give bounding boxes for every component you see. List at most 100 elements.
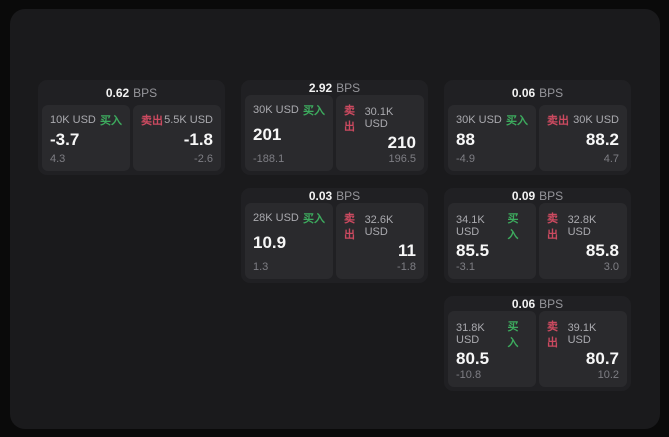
sell-tile[interactable]: 卖出 30K USD 88.2 4.7 [539, 105, 627, 171]
bps-value: 0.09 [511, 188, 536, 203]
buy-side-label: 买入 [303, 105, 325, 118]
buy-side-label: 买入 [507, 213, 519, 242]
sell-delta: -1.8 [397, 261, 416, 273]
card-body: 30K USD 买入 88 -4.9 卖出 30K USD 88.2 4.7 [444, 105, 631, 175]
buy-side-label: 买入 [507, 321, 519, 350]
sell-delta: -2.6 [194, 153, 213, 165]
bps-value: 0.06 [511, 85, 536, 100]
buy-tile[interactable]: 10K USD 买入 -3.7 4.3 [42, 105, 130, 171]
sell-delta: 196.5 [388, 153, 416, 165]
buy-price: -3.7 [50, 130, 80, 150]
card-body: 34.1K USD 买入 85.5 -3.1 卖出 32.8K USD 85.8… [444, 203, 631, 283]
buy-price: 201 [253, 125, 282, 145]
buy-delta: -4.9 [456, 153, 475, 165]
bps-value: 0.06 [511, 296, 536, 311]
buy-price: 88 [456, 130, 475, 150]
buy-tile-top: 34.1K USD 买入 [456, 210, 528, 242]
buy-amount: 31.8K USD [456, 322, 485, 347]
buy-amount: 10K USD [50, 114, 96, 126]
buy-delta: -10.8 [456, 369, 482, 381]
buy-delta: 4.3 [50, 153, 66, 165]
card-body: 31.8K USD 买入 80.5 -10.8 卖出 39.1K USD 80.… [444, 311, 631, 391]
bps-value: 0.03 [308, 188, 333, 203]
sell-tile-top: 卖出 32.8K USD [547, 210, 619, 242]
card-body: 28K USD 买入 10.9 1.3 卖出 32.6K USD 11 -1.8 [241, 203, 428, 283]
card-body: 30K USD 买入 201 -188.1 卖出 30.1K USD 210 1… [241, 95, 428, 175]
sell-delta: 3.0 [603, 261, 619, 273]
sell-side-label: 卖出 [141, 115, 163, 127]
buy-side-label: 买入 [100, 115, 122, 127]
sell-tile-top: 卖出 39.1K USD [547, 318, 619, 350]
sell-tile[interactable]: 卖出 30.1K USD 210 196.5 [336, 95, 424, 171]
sell-tile-top: 卖出 30.1K USD [344, 102, 416, 134]
sell-amount: 32.6K USD [364, 214, 394, 239]
buy-tile-top: 10K USD 买入 [50, 112, 122, 128]
buy-tile-top: 28K USD 买入 [253, 210, 325, 226]
sell-amount: 32.8K USD [567, 214, 597, 239]
bps-unit-label: BPS [539, 85, 564, 100]
bps-value: 0.62 [105, 85, 130, 100]
sell-side-label: 卖出 [344, 213, 355, 242]
buy-tile[interactable]: 30K USD 买入 88 -4.9 [448, 105, 536, 171]
card-header: 0.06 BPS [444, 80, 631, 105]
buy-tile[interactable]: 30K USD 买入 201 -188.1 [245, 95, 333, 171]
buy-side-label: 买入 [303, 213, 325, 226]
buy-side-label: 买入 [506, 115, 528, 127]
sell-tile[interactable]: 卖出 39.1K USD 80.7 10.2 [539, 311, 627, 387]
sell-tile[interactable]: 卖出 5.5K USD -1.8 -2.6 [133, 105, 221, 171]
buy-tile-top: 30K USD 买入 [253, 102, 325, 118]
sell-amount: 39.1K USD [567, 322, 597, 347]
buy-tile-top: 30K USD 买入 [456, 112, 528, 128]
buy-amount: 34.1K USD [456, 214, 485, 239]
sell-price: 11 [398, 241, 416, 261]
bps-value: 2.92 [308, 80, 333, 95]
buy-price: 10.9 [253, 233, 287, 253]
quote-card: 0.09 BPS 34.1K USD 买入 85.5 -3.1 卖出 32.8K… [444, 188, 631, 283]
quote-card: 0.03 BPS 28K USD 买入 10.9 1.3 卖出 32.6K US… [241, 188, 428, 283]
sell-tile-top: 卖出 30K USD [547, 112, 619, 128]
sell-price: -1.8 [183, 130, 213, 150]
card-header: 0.09 BPS [444, 188, 631, 203]
bps-unit-label: BPS [133, 85, 158, 100]
sell-side-label: 卖出 [547, 213, 558, 242]
card-header: 0.62 BPS [38, 80, 225, 105]
buy-tile[interactable]: 31.8K USD 买入 80.5 -10.8 [448, 311, 536, 387]
sell-price: 85.8 [585, 241, 619, 261]
card-header: 0.06 BPS [444, 296, 631, 311]
card-body: 10K USD 买入 -3.7 4.3 卖出 5.5K USD -1.8 -2.… [38, 105, 225, 175]
buy-price: 85.5 [456, 241, 490, 261]
quotes-panel: 0.62 BPS 10K USD 买入 -3.7 4.3 卖出 5.5K USD [10, 9, 660, 429]
sell-amount: 5.5K USD [164, 114, 213, 126]
buy-tile-top: 31.8K USD 买入 [456, 318, 528, 350]
sell-delta: 10.2 [597, 369, 619, 381]
quote-card: 0.06 BPS 31.8K USD 买入 80.5 -10.8 卖出 39.1… [444, 296, 631, 391]
buy-delta: -188.1 [253, 153, 285, 165]
sell-side-label: 卖出 [547, 115, 569, 127]
buy-tile[interactable]: 28K USD 买入 10.9 1.3 [245, 203, 333, 279]
quote-card: 0.06 BPS 30K USD 买入 88 -4.9 卖出 30K USD [444, 80, 631, 175]
sell-tile[interactable]: 卖出 32.8K USD 85.8 3.0 [539, 203, 627, 279]
buy-amount: 28K USD [253, 212, 299, 225]
bps-unit-label: BPS [539, 188, 564, 203]
buy-tile[interactable]: 34.1K USD 买入 85.5 -3.1 [448, 203, 536, 279]
sell-side-label: 卖出 [344, 105, 355, 134]
bps-unit-label: BPS [336, 188, 361, 203]
bps-unit-label: BPS [539, 296, 564, 311]
buy-amount: 30K USD [253, 104, 299, 117]
sell-amount: 30.1K USD [364, 106, 394, 131]
bps-unit-label: BPS [336, 80, 361, 95]
quote-grid: 0.62 BPS 10K USD 买入 -3.7 4.3 卖出 5.5K USD [38, 80, 631, 391]
buy-amount: 30K USD [456, 114, 502, 126]
sell-price: 80.7 [585, 349, 619, 369]
sell-price: 210 [387, 133, 416, 153]
sell-price: 88.2 [585, 130, 619, 150]
card-header: 2.92 BPS [241, 80, 428, 95]
sell-tile[interactable]: 卖出 32.6K USD 11 -1.8 [336, 203, 424, 279]
sell-tile-top: 卖出 32.6K USD [344, 210, 416, 242]
buy-delta: 1.3 [253, 261, 269, 273]
quote-card: 0.62 BPS 10K USD 买入 -3.7 4.3 卖出 5.5K USD [38, 80, 225, 175]
sell-delta: 4.7 [603, 153, 619, 165]
quote-card: 2.92 BPS 30K USD 买入 201 -188.1 卖出 30.1K … [241, 80, 428, 175]
card-header: 0.03 BPS [241, 188, 428, 203]
sell-tile-top: 卖出 5.5K USD [141, 112, 213, 128]
